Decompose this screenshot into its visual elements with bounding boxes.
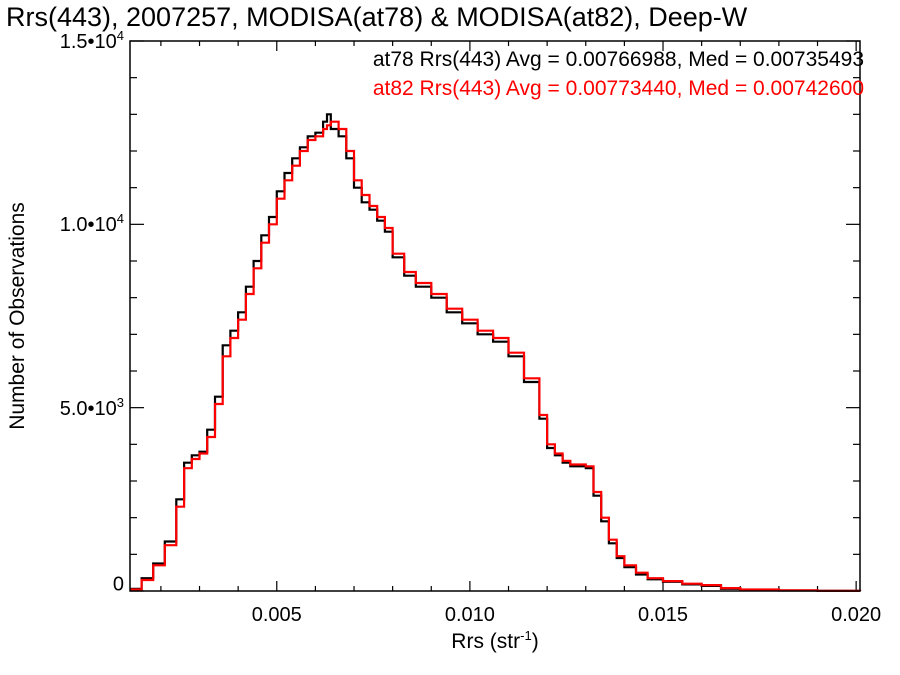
y-tick-label: 1.5•104 [60, 28, 124, 54]
series-at78-histogram [130, 113, 862, 592]
y-tick-label-exponent: 4 [116, 211, 124, 227]
series-at82-histogram [130, 120, 862, 592]
y-tick-label-base: 1.0•10 [59, 214, 117, 237]
x-axis-label: Rrs (str-1) [0, 628, 900, 654]
x-tick-label: 0.010 [444, 604, 495, 626]
x-tick-label: 0.005 [251, 604, 302, 626]
x-axis-label-close: ) [531, 630, 539, 653]
y-tick-label-exponent: 4 [116, 28, 124, 44]
x-tick-label: 0.020 [831, 604, 882, 626]
legend-entry-at78: at78 Rrs(443) Avg = 0.00766988, Med = 0.… [372, 48, 864, 71]
y-tick-label-exponent: 3 [116, 394, 124, 410]
x-axis-label-exponent: -1 [520, 628, 532, 643]
legend-entry-at82: at82 Rrs(443) Avg = 0.00773440, Med = 0.… [372, 77, 864, 100]
y-tick-label: 0 [113, 574, 124, 597]
plot-frame [129, 40, 861, 592]
y-tick-label-base: 5.0•10 [59, 397, 117, 420]
y-tick-label: 5.0•103 [60, 395, 124, 421]
y-tick-label-base: 1.5•10 [59, 30, 117, 53]
x-axis-label-main: Rrs (str [451, 630, 521, 653]
y-tick-label-base: 0 [112, 573, 124, 596]
axis-ticks [130, 40, 860, 592]
x-tick-label: 0.015 [637, 604, 689, 626]
y-axis-label-text: Number of Observations [6, 202, 29, 430]
y-tick-label: 1.0•104 [60, 212, 124, 238]
chart-title: Rrs(443), 2007257, MODISA(at78) & MODISA… [6, 2, 748, 32]
series-layer [130, 113, 862, 592]
